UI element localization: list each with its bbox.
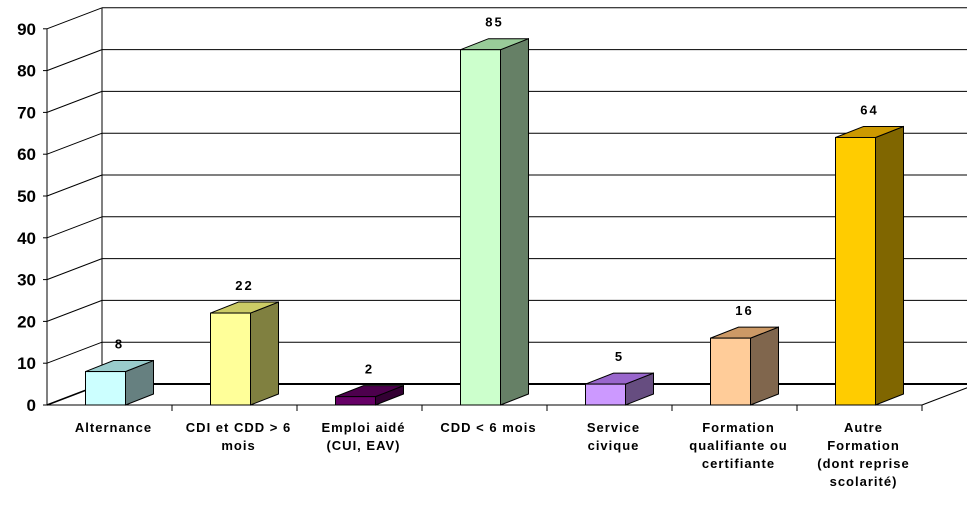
gridline-diagonal <box>46 341 103 364</box>
y-tick-label: 90 <box>17 20 36 39</box>
value-label: 64 <box>860 102 878 117</box>
bar <box>335 384 404 406</box>
y-tick-label: 40 <box>17 229 36 248</box>
bars <box>85 37 904 406</box>
bar-front <box>585 383 626 406</box>
value-label: 16 <box>735 303 753 318</box>
bar <box>585 372 654 406</box>
value-label: 85 <box>485 15 503 30</box>
bar-front <box>335 396 376 406</box>
y-axis-ticks: 0 10 20 30 40 50 60 70 80 90 <box>17 20 47 415</box>
bar <box>85 359 154 406</box>
y-tick-label: 50 <box>17 187 36 206</box>
floor-right-edge <box>921 387 967 406</box>
y-tick-label: 70 <box>17 103 36 122</box>
bar-front <box>460 49 501 406</box>
bar-side <box>250 301 279 406</box>
gridline-diagonal <box>46 258 103 281</box>
y-tick-label: 10 <box>17 354 36 373</box>
value-label: 8 <box>115 337 124 352</box>
gridline-diagonal <box>46 90 103 113</box>
gridline-diagonal <box>46 7 103 30</box>
bar-front <box>85 371 126 406</box>
bar-side <box>500 37 529 406</box>
gridline-diagonal <box>46 132 103 155</box>
gridline-diagonal <box>46 49 103 72</box>
value-label: 22 <box>235 278 253 293</box>
bar-front <box>835 136 876 406</box>
value-label: 5 <box>615 349 624 364</box>
bar-side <box>875 125 904 406</box>
y-tick-label: 60 <box>17 145 36 164</box>
gridline-diagonal <box>46 216 103 239</box>
bar <box>460 37 529 406</box>
bar-front <box>710 337 751 406</box>
bar-front <box>210 312 251 406</box>
bar <box>835 125 904 406</box>
y-tick-label: 0 <box>27 396 36 415</box>
bar <box>210 301 279 406</box>
y-tick-label: 30 <box>17 271 36 290</box>
gridline-diagonal <box>46 174 103 197</box>
y-tick-label: 20 <box>17 312 36 331</box>
bar-side <box>750 326 779 406</box>
y-tick-label: 80 <box>17 62 36 81</box>
bar <box>710 326 779 406</box>
value-label: 2 <box>365 362 374 377</box>
gridline-diagonal <box>46 299 103 322</box>
